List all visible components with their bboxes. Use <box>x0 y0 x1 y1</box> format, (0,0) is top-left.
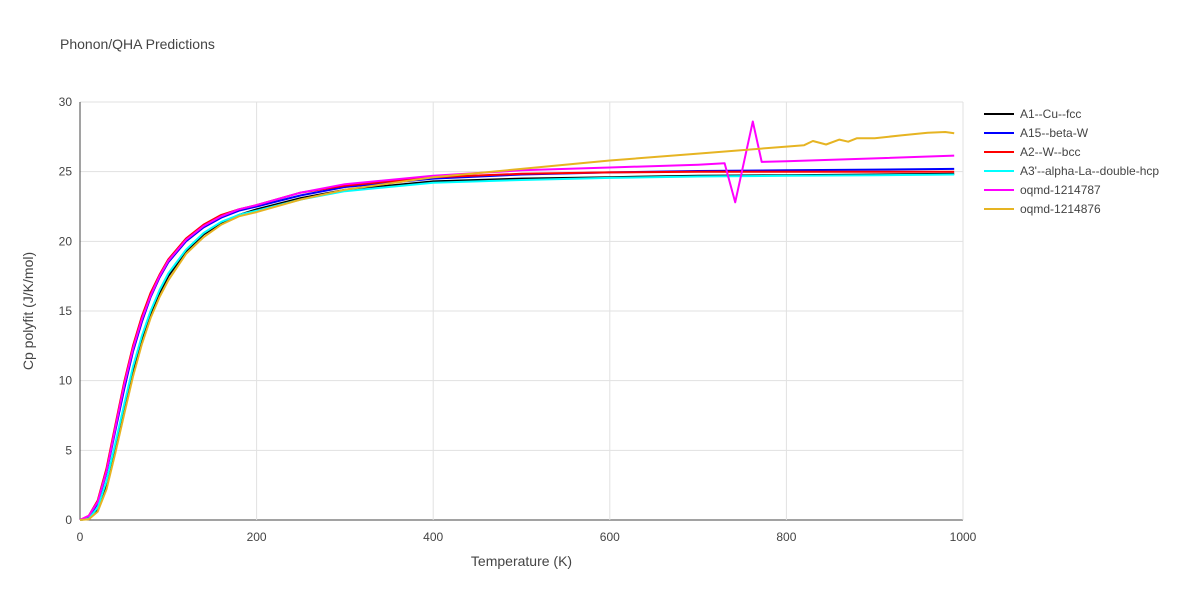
series-line-3 <box>79 173 955 521</box>
x-tick-label: 0 <box>77 530 84 544</box>
series-lines <box>79 120 955 521</box>
legend-item[interactable]: A3'--alpha-La--double-hcp <box>984 161 1194 180</box>
series-line-0 <box>79 172 955 521</box>
y-axis-title: Cp polyfit (J/K/mol) <box>20 251 36 371</box>
legend-label: oqmd-1214787 <box>1020 182 1101 197</box>
legend-item[interactable]: A15--beta-W <box>984 123 1194 142</box>
legend-swatch <box>984 188 1014 191</box>
legend-item[interactable]: A1--Cu--fcc <box>984 104 1194 123</box>
tick-labels: 0 5 10 15 20 25 30 0 200 400 600 800 1000 <box>59 95 977 544</box>
x-tick-label: 200 <box>247 530 267 544</box>
legend-label: oqmd-1214876 <box>1020 201 1101 216</box>
x-tick-label: 1000 <box>950 530 977 544</box>
legend-swatch <box>984 131 1014 134</box>
legend-label: A1--Cu--fcc <box>1020 106 1082 121</box>
x-axis-title: Temperature (K) <box>470 553 573 569</box>
legend-label: A2--W--bcc <box>1020 144 1081 159</box>
y-tick-label: 20 <box>59 234 73 248</box>
series-line-4 <box>79 120 955 521</box>
x-tick-label: 800 <box>776 530 796 544</box>
legend-swatch <box>984 169 1014 172</box>
chart-title: Phonon/QHA Predictions <box>60 36 215 52</box>
legend-label: A3'--alpha-La--double-hcp <box>1020 163 1160 178</box>
legend-label: A15--beta-W <box>1020 125 1089 140</box>
legend-swatch <box>984 150 1014 153</box>
y-tick-label: 30 <box>59 95 73 109</box>
y-tick-label: 5 <box>65 443 72 457</box>
legend-swatch <box>984 207 1014 210</box>
y-tick-label: 15 <box>59 304 73 318</box>
x-tick-label: 400 <box>423 530 443 544</box>
grid <box>79 101 964 521</box>
x-tick-label: 600 <box>600 530 620 544</box>
y-tick-label: 0 <box>65 513 72 527</box>
legend-item[interactable]: A2--W--bcc <box>984 142 1194 161</box>
y-tick-label: 10 <box>59 374 73 388</box>
legend-item[interactable]: oqmd-1214876 <box>984 199 1194 218</box>
legend-item[interactable]: oqmd-1214787 <box>984 180 1194 199</box>
series-line-5 <box>79 131 955 521</box>
legend: A1--Cu--fcc A15--beta-W A2--W--bcc A3'--alp… <box>984 104 1194 218</box>
legend-swatch <box>984 112 1014 115</box>
y-tick-label: 25 <box>59 165 73 179</box>
